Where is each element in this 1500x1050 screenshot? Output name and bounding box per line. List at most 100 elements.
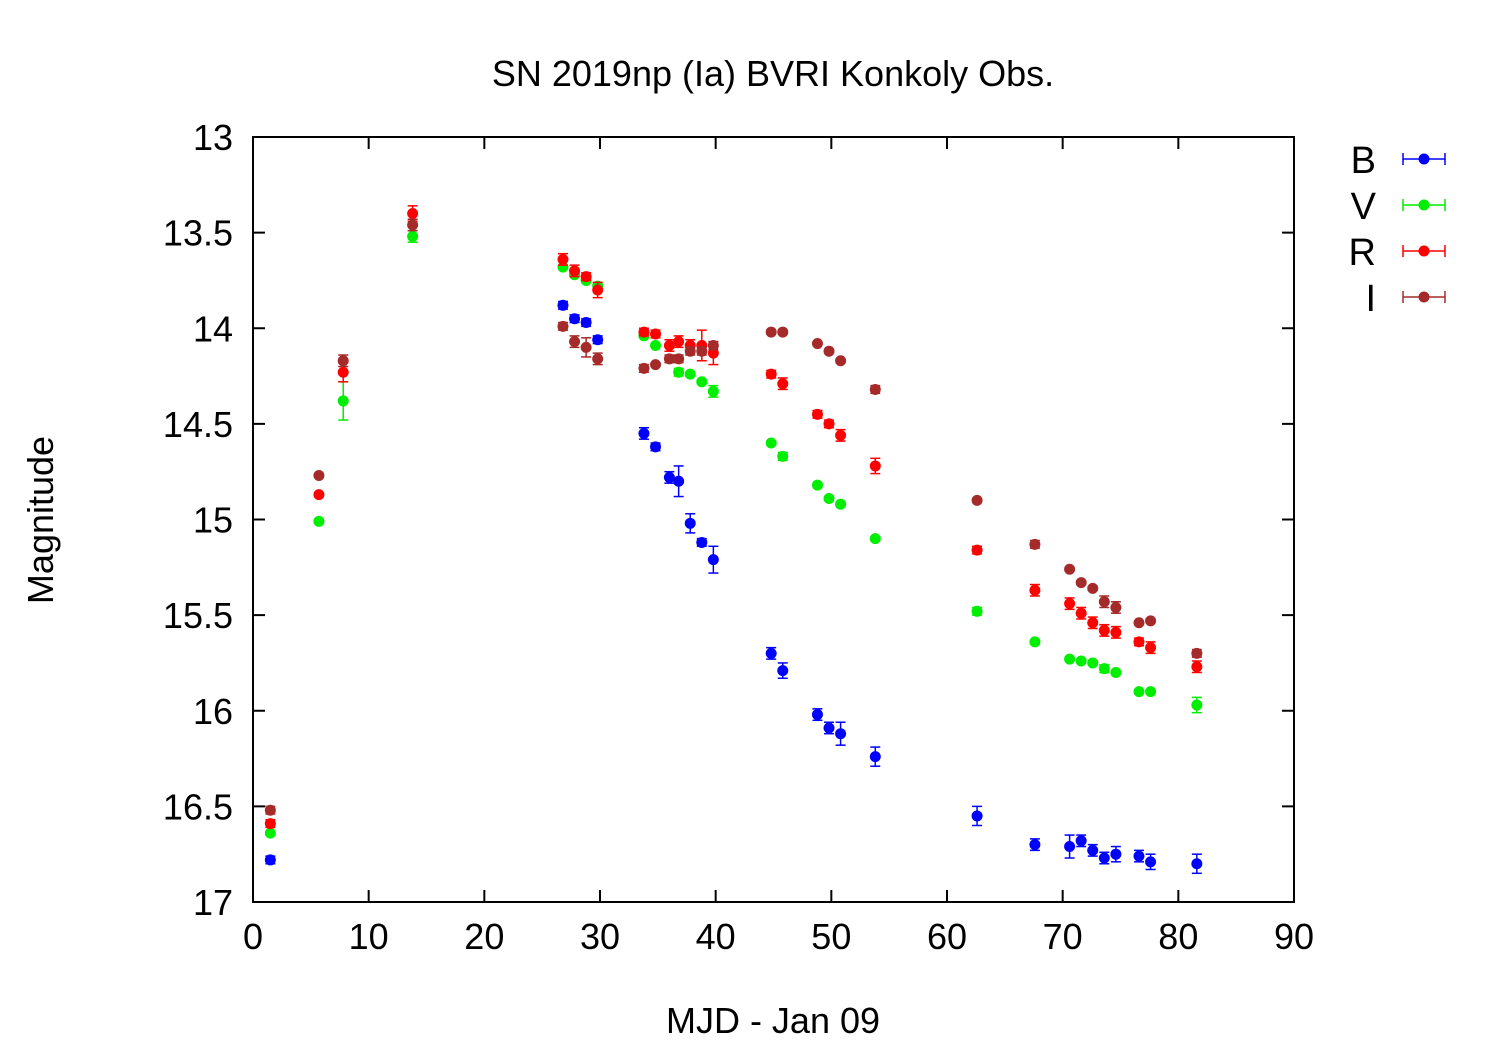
marker: [569, 265, 581, 277]
marker: [1098, 663, 1110, 675]
x-tick-label: 30: [580, 916, 620, 957]
series-V: [264, 229, 1203, 839]
marker: [557, 320, 569, 332]
marker: [823, 418, 835, 430]
y-tick-label: 13: [193, 117, 233, 158]
marker: [811, 709, 823, 721]
y-tick-label: 16: [193, 691, 233, 732]
data-point: [869, 533, 881, 545]
marker: [650, 359, 662, 371]
legend-marker: [1418, 199, 1430, 211]
data-point: [777, 662, 789, 679]
x-tick-label: 20: [464, 916, 504, 957]
marker: [765, 647, 777, 659]
data-point: [638, 426, 650, 440]
marker: [1064, 841, 1076, 853]
data-point: [580, 271, 592, 283]
marker: [650, 441, 662, 453]
data-point: [650, 339, 662, 351]
marker: [673, 366, 685, 378]
legend-marker: [1418, 245, 1430, 257]
legend-item-V: V: [1351, 186, 1446, 228]
data-point: [557, 299, 569, 311]
marker: [1064, 563, 1076, 575]
marker: [1145, 615, 1157, 627]
data-point: [971, 544, 983, 556]
y-tick-label: 15.5: [163, 595, 233, 636]
data-point: [1133, 686, 1145, 698]
marker: [684, 517, 696, 529]
marker: [313, 470, 325, 482]
marker: [1098, 596, 1110, 608]
marker: [673, 336, 685, 348]
data-point: [673, 465, 685, 498]
marker: [650, 328, 662, 340]
marker: [823, 345, 835, 357]
marker: [1145, 642, 1157, 654]
data-point: [823, 492, 835, 504]
data-point: [1145, 615, 1157, 627]
data-point: [823, 345, 835, 357]
series-R: [264, 205, 1203, 830]
data-point: [1145, 686, 1157, 698]
data-point: [1029, 583, 1041, 597]
data-point: [811, 408, 823, 420]
data-point: [673, 353, 685, 365]
data-point: [638, 362, 650, 374]
data-point: [663, 338, 675, 352]
data-point: [569, 313, 581, 325]
marker: [1087, 657, 1099, 669]
marker: [1087, 844, 1099, 856]
marker: [1191, 858, 1203, 870]
marker: [673, 353, 685, 365]
marker: [580, 341, 592, 353]
marker: [696, 536, 708, 548]
marker: [1087, 582, 1099, 594]
marker: [971, 810, 983, 822]
marker: [811, 408, 823, 420]
marker: [264, 827, 276, 839]
data-point: [1029, 636, 1041, 648]
data-point: [811, 708, 823, 722]
data-point: [580, 317, 592, 329]
data-point: [765, 646, 777, 660]
marker: [869, 533, 881, 545]
data-point: [1064, 597, 1076, 611]
data-point: [1110, 845, 1122, 863]
data-point: [337, 354, 349, 368]
data-point: [971, 494, 983, 506]
legend: BVRI: [1349, 140, 1446, 320]
data-point: [1191, 647, 1203, 659]
marker: [1133, 686, 1145, 698]
marker: [663, 353, 675, 365]
chart-title: SN 2019np (Ia) BVRI Konkoly Obs.: [492, 53, 1054, 94]
marker: [1191, 661, 1203, 673]
data-point: [971, 605, 983, 617]
data-point: [557, 320, 569, 332]
marker: [707, 347, 719, 359]
marker: [557, 253, 569, 265]
data-point: [1075, 655, 1087, 667]
data-point: [569, 264, 581, 278]
marker: [264, 854, 276, 866]
x-tick-label: 40: [696, 916, 736, 957]
data-point: [1087, 616, 1099, 630]
marker: [569, 313, 581, 325]
data-point: [1098, 623, 1110, 637]
marker: [313, 515, 325, 527]
data-point: [823, 721, 835, 735]
data-point: [1145, 641, 1157, 655]
marker: [811, 338, 823, 350]
marker: [650, 339, 662, 351]
data-point: [696, 536, 708, 548]
marker: [971, 544, 983, 556]
marker: [765, 437, 777, 449]
data-point: [696, 376, 708, 388]
data-point: [835, 355, 847, 367]
data-point: [1064, 653, 1076, 665]
y-tick-label: 14.5: [163, 404, 233, 445]
data-point: [1064, 834, 1076, 859]
marker: [663, 339, 675, 351]
data-point: [580, 337, 592, 358]
y-axis: 13 13.5 14 14.5 15 15.5 16 16.5 17: [163, 117, 1294, 923]
